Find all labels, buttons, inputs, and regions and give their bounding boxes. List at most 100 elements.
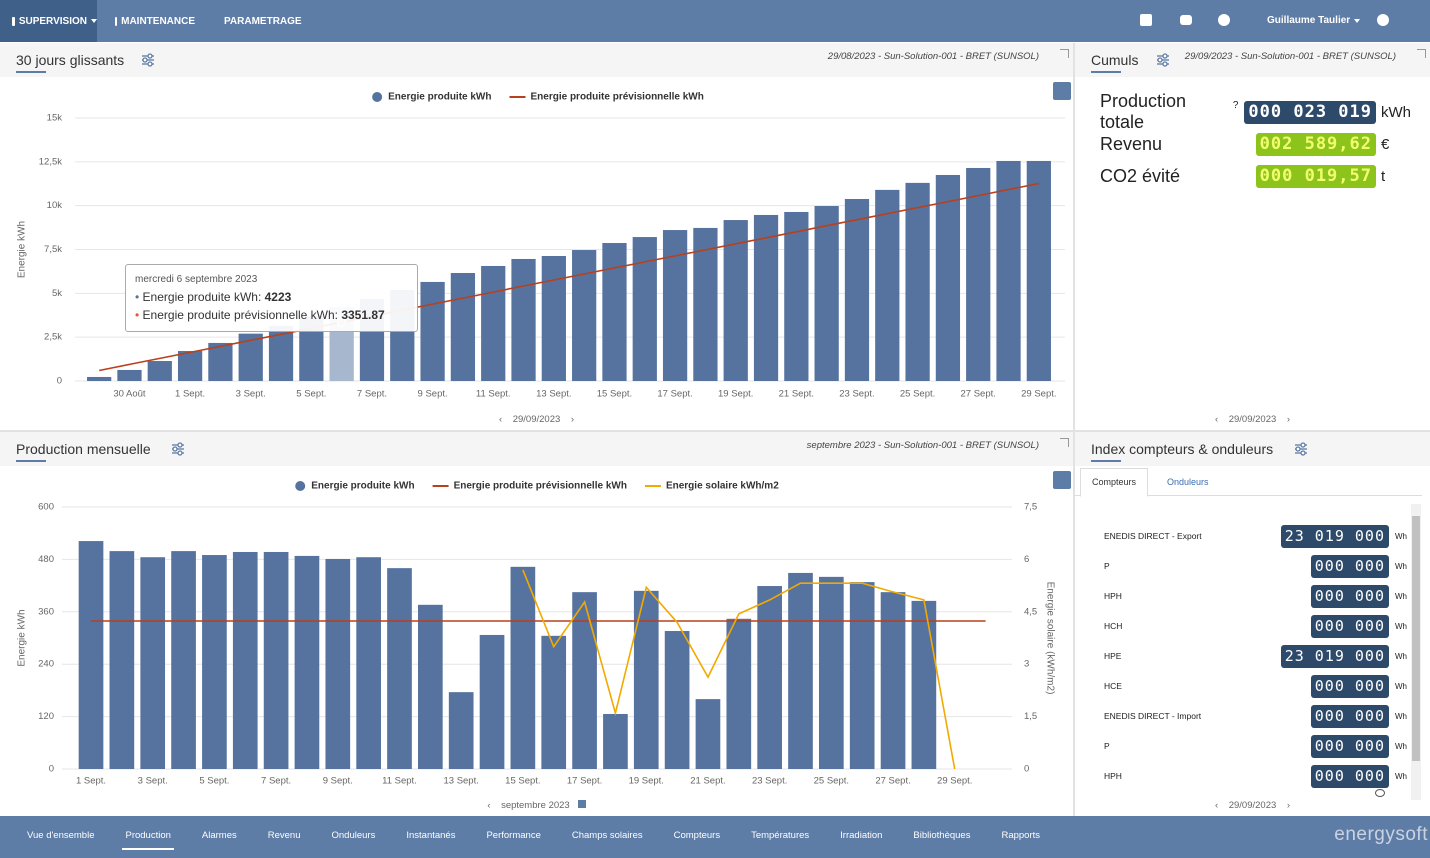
bar [784,211,809,381]
bottom-nav-item[interactable]: Températures [751,830,810,841]
bottom-nav-item[interactable]: Compteurs [673,830,721,841]
x-tick-label: 29 Sept. [937,776,972,787]
tab[interactable]: Compteurs [1080,468,1148,497]
index-value: 000 000 Wh [1109,554,1409,578]
panel-footer[interactable]: ‹ septembre 2023 [0,800,1073,811]
cumul-row: Production totale? 000 023 019 kWh [1100,91,1412,132]
settings-icon[interactable] [171,442,185,456]
panel-footer[interactable]: ‹ 29/09/2023 › [498,414,574,425]
panel-info: 29/08/2023 - Sun-Solution-001 - BRET (SU… [827,51,1039,62]
scroll-thumb[interactable] [1412,516,1420,761]
expand-icon[interactable] [1060,49,1069,58]
bottom-nav-item[interactable]: Alarmes [201,830,237,841]
eye-icon[interactable] [1375,789,1385,797]
bottom-nav-item[interactable]: Champs solaires [571,830,643,841]
bottom-nav-item[interactable]: Irradiation [840,830,883,841]
footer-date: septembre 2023 [501,800,570,811]
edit-icon[interactable] [577,800,586,808]
caret [91,19,97,23]
nav-item[interactable]: PARAMETRAGE [208,0,302,42]
nav-label: MAINTENANCE [121,15,195,27]
help-mark[interactable]: ? [1232,100,1239,111]
bar [171,551,196,769]
bottom-nav-item[interactable]: Vue d'ensemble [27,830,95,841]
nav-item[interactable]: MAINTENANCE [103,0,195,42]
export-button[interactable] [1053,471,1071,489]
help-icon[interactable] [1377,14,1389,26]
panel-header: Index compteurs & onduleurs [1075,432,1430,466]
x-tick-label: 23 Sept. [752,776,787,787]
index-value: 000 000 Wh [1109,614,1409,638]
counter: 23 019 000 [1280,524,1389,548]
index-value: 000 000 Wh [1109,734,1409,758]
bottom-nav-item[interactable]: Revenu [267,830,301,841]
bottom-nav-item[interactable]: Instantanés [406,830,456,841]
bar [911,600,937,769]
bottom-bar: Vue d'ensemble Production Alarmes Revenu Ond… [0,816,1430,858]
settings-icon[interactable] [1156,53,1170,67]
bar [356,557,381,769]
x-tick-label: 7 Sept. [261,776,291,787]
y-axis-title: Energie kWh [17,609,28,666]
bar [541,635,567,769]
nav-label: PARAMETRAGE [224,15,302,27]
x-tick-label: 5 Sept. [296,389,326,400]
y-tick-label: 120 [38,711,54,722]
panel-header: 30 jours glissants 29/08/2023 - Sun-Solu… [0,43,1073,77]
tab[interactable]: Onduleurs [1167,477,1209,487]
panel-header: Production mensuelle septembre 2023 - Su… [0,432,1073,466]
x-tick-label: 9 Sept. [323,776,353,787]
messages-icon[interactable] [1180,15,1192,25]
export-button[interactable] [1053,82,1071,100]
x-tick-label: 29 Sept. [1021,389,1056,400]
divider [1073,43,1075,816]
y-tick-label: 600 [38,502,54,513]
bar [177,351,203,381]
x-tick-label: 11 Sept. [382,776,417,787]
expand-icon[interactable] [1417,49,1426,58]
legend-label: Energie produite prévisionnelle kWh [454,481,627,492]
bar [294,555,320,769]
expand-icon[interactable] [1060,438,1069,447]
settings-icon[interactable] [1294,442,1308,456]
panel-footer[interactable]: ‹ 29/09/2023 › [1214,414,1290,425]
bar [510,566,536,769]
bottom-nav-item[interactable]: Rapports [1001,830,1041,841]
settings-icon[interactable] [1218,14,1230,26]
tooltip-series: Energie produite prévisionnelle kWh [142,308,335,322]
x-tick-label: 3 Sept. [138,776,168,787]
scrollbar[interactable] [1411,504,1421,800]
unit: € [1381,135,1390,153]
unit: kWh [1381,103,1411,121]
bottom-nav-item[interactable]: Production [122,816,174,858]
bottom-nav-item[interactable]: Performance [486,830,541,841]
bottom-nav-item[interactable]: Bibliothèques [913,830,971,841]
y-tick-label: 240 [38,659,54,670]
bar [875,189,900,381]
y-axis-title: Energie kWh [17,221,28,278]
caret [1354,18,1361,23]
bottom-nav-item[interactable]: Onduleurs [331,830,376,841]
panel-index: Index compteurs & onduleurs Compteurs On… [1075,432,1430,815]
user-menu[interactable]: Guillaume Taulier [1267,15,1361,26]
x-tick-label: 7 Sept. [357,389,387,400]
unit: Wh [1395,561,1407,571]
calendar-icon[interactable] [1140,14,1152,26]
unit: t [1381,167,1386,185]
bar [814,206,839,381]
nav-icon [12,16,15,26]
nav-item[interactable]: SUPERVISION [0,0,97,42]
settings-icon[interactable] [141,53,155,67]
x-tick-label: 15 Sept. [597,389,632,400]
divider [0,430,1430,432]
bar [844,199,870,381]
panel-cumuls: Cumuls 29/09/2023 - Sun-Solution-001 - B… [1075,43,1430,430]
x-tick-label: 5 Sept. [199,776,229,787]
tooltip-value: 3351.87 [341,308,385,322]
index-label: HCE [1104,681,1122,691]
bar [935,174,961,381]
panel-footer[interactable]: ‹ 29/09/2023 › [1214,800,1290,811]
y-tick-label: 7,5k [44,244,62,255]
active-underline [122,848,174,850]
